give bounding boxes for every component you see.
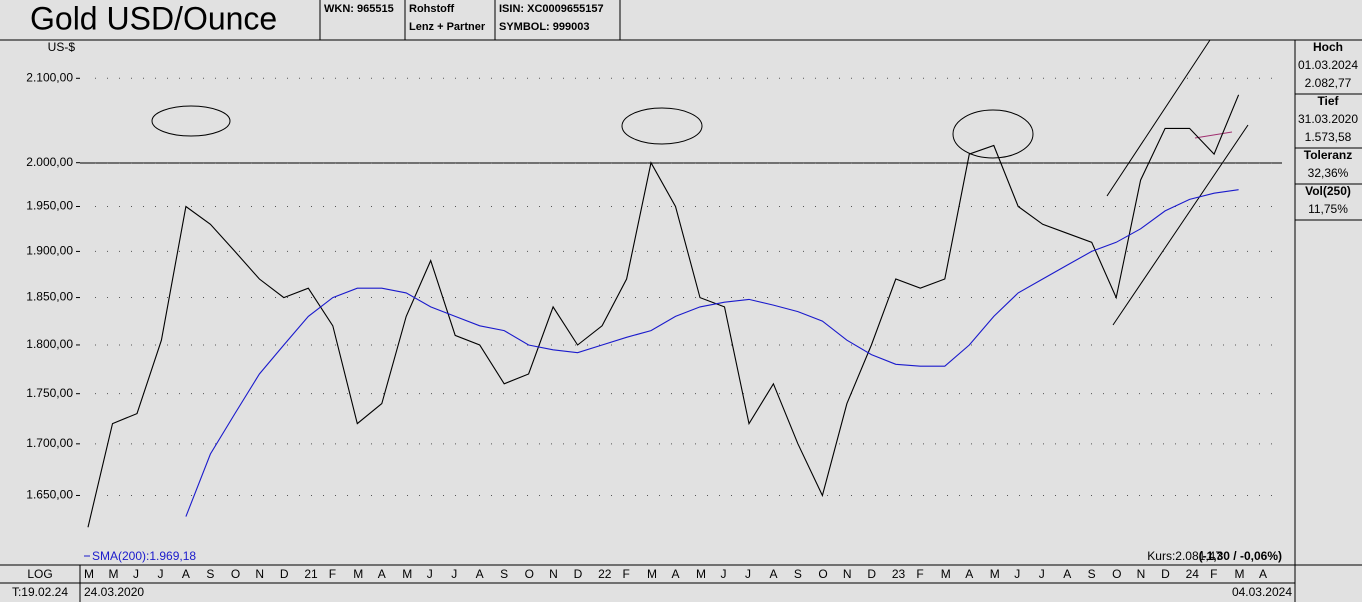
x-tick-label: D xyxy=(280,567,289,581)
x-tick-label: F xyxy=(916,567,923,581)
scale-label: LOG xyxy=(27,567,52,581)
x-tick-label: J xyxy=(1039,567,1045,581)
x-tick-label: A xyxy=(1063,567,1071,581)
x-tick-label: J xyxy=(133,567,139,581)
change: (-1,30 / -0,06%) xyxy=(1199,549,1282,563)
annotation-line xyxy=(1194,131,1233,139)
y-tick-label: 1.950,00 xyxy=(26,199,73,213)
x-tick-label: S xyxy=(1088,567,1096,581)
x-tick-label: 24 xyxy=(1186,567,1200,581)
x-tick-label: M xyxy=(108,567,118,581)
x-tick-label: O xyxy=(231,567,240,581)
panel-value: 31.03.2020 xyxy=(1298,112,1358,126)
x-tick-label: A xyxy=(672,567,680,581)
price-line xyxy=(185,189,1239,517)
x-tick-label: J xyxy=(745,567,751,581)
annotation-ellipse xyxy=(621,107,703,145)
panel-value: 32,36% xyxy=(1308,166,1349,180)
x-tick-label: N xyxy=(549,567,558,581)
y-unit: US-$ xyxy=(48,40,76,54)
x-tick-label: 23 xyxy=(892,567,906,581)
y-tick-label: 1.900,00 xyxy=(26,244,73,258)
x-tick-label: J xyxy=(451,567,457,581)
x-tick-label: M xyxy=(696,567,706,581)
x-tick-label: D xyxy=(867,567,876,581)
y-tick-label: 2.100,00 xyxy=(26,70,73,84)
channel-line xyxy=(1112,124,1249,326)
annotation-ellipse xyxy=(151,105,231,137)
x-tick-label: S xyxy=(206,567,214,581)
x-tick-label: M xyxy=(402,567,412,581)
x-tick-label: A xyxy=(769,567,777,581)
x-tick-label: F xyxy=(1210,567,1217,581)
panel-label: Hoch xyxy=(1313,40,1343,54)
panel-value: 1.573,58 xyxy=(1305,130,1352,144)
x-tick-label: A xyxy=(378,567,386,581)
x-tick-label: M xyxy=(990,567,1000,581)
x-tick-label: D xyxy=(1161,567,1170,581)
y-tick-label: 2.000,00 xyxy=(26,155,73,169)
y-tick-label: 1.750,00 xyxy=(26,386,73,400)
x-tick-label: 22 xyxy=(598,567,612,581)
x-tick-label: O xyxy=(525,567,534,581)
x-tick-label: M xyxy=(941,567,951,581)
x-tick-label: D xyxy=(574,567,583,581)
date-code: T:19.02.24 xyxy=(12,585,68,599)
x-tick-label: A xyxy=(1259,567,1267,581)
x-tick-label: J xyxy=(157,567,163,581)
y-tick-label: 1.850,00 xyxy=(26,290,73,304)
x-tick-label: N xyxy=(255,567,264,581)
annotation-ellipse xyxy=(952,109,1034,159)
panel-label: Toleranz xyxy=(1304,148,1352,162)
x-tick-label: S xyxy=(500,567,508,581)
x-tick-label: J xyxy=(720,567,726,581)
x-tick-label: S xyxy=(794,567,802,581)
x-tick-label: O xyxy=(818,567,827,581)
x-tick-label: A xyxy=(965,567,973,581)
panel-label: Tief xyxy=(1317,94,1339,108)
x-tick-label: N xyxy=(843,567,852,581)
y-tick-label: 1.700,00 xyxy=(26,436,73,450)
end-date: 04.03.2024 xyxy=(1232,585,1292,599)
wkn: WKN: 965515 xyxy=(324,3,394,15)
isin: ISIN: XC0009655157 xyxy=(499,3,604,15)
x-tick-label: 21 xyxy=(304,567,318,581)
x-tick-label: A xyxy=(182,567,190,581)
x-tick-label: J xyxy=(1014,567,1020,581)
x-tick-label: M xyxy=(84,567,94,581)
start-date: 24.03.2020 xyxy=(84,585,144,599)
legend-entry: SMA(200):1.969,18 xyxy=(92,549,196,563)
title: Gold USD/Ounce xyxy=(30,0,277,36)
x-tick-label: F xyxy=(623,567,630,581)
y-tick-label: 1.650,00 xyxy=(26,488,73,502)
category: Rohstoff xyxy=(409,3,455,15)
x-tick-label: J xyxy=(427,567,433,581)
quote: Kurs:2.081,47 xyxy=(1147,549,1222,563)
x-tick-label: M xyxy=(1235,567,1245,581)
channel-line xyxy=(1106,39,1211,197)
panel-value: 2.082,77 xyxy=(1305,76,1352,90)
x-tick-label: M xyxy=(647,567,657,581)
y-tick-label: 1.800,00 xyxy=(26,337,73,351)
x-tick-label: O xyxy=(1112,567,1121,581)
price-line xyxy=(87,94,1240,528)
x-tick-label: F xyxy=(329,567,336,581)
panel-label: Vol(250) xyxy=(1305,184,1351,198)
x-tick-label: M xyxy=(353,567,363,581)
x-tick-label: N xyxy=(1137,567,1146,581)
panel-value: 01.03.2024 xyxy=(1298,58,1358,72)
source: Lenz + Partner xyxy=(409,21,486,33)
symbol: SYMBOL: 999003 xyxy=(499,21,589,33)
panel-value: 11,75% xyxy=(1308,202,1348,216)
x-tick-label: A xyxy=(476,567,484,581)
